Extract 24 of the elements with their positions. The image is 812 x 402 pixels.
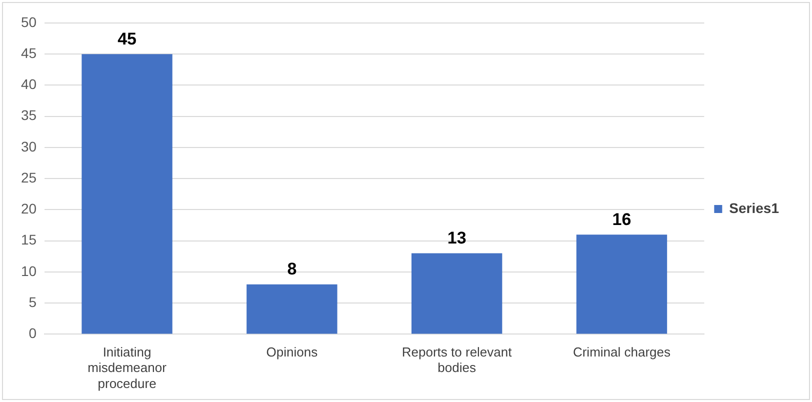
y-tick-label: 45: [20, 44, 37, 61]
y-tick-label: 5: [28, 294, 37, 310]
y-tick-label: 50: [20, 14, 37, 30]
legend-label: Series1: [729, 200, 780, 216]
y-tick-label: 30: [20, 138, 37, 154]
bar: [246, 284, 338, 334]
y-tick-label: 0: [28, 325, 37, 342]
x-tick-label: Reports to relevant bodies: [402, 344, 512, 376]
x-tick-label: Initiating misdemeanor procedure: [88, 344, 168, 391]
data-label: 45: [118, 29, 136, 48]
data-label: 8: [287, 260, 297, 279]
y-tick-label: 25: [20, 169, 37, 186]
y-tick-label: 40: [20, 76, 37, 92]
y-tick-label: 15: [20, 232, 37, 248]
bar: [576, 234, 668, 334]
data-label: 16: [612, 210, 632, 229]
x-tick-label: Opinions: [266, 344, 318, 360]
x-tick-label: Criminal charges: [572, 344, 671, 360]
bar: [82, 54, 172, 334]
y-tick-label: 10: [20, 262, 37, 279]
y-tick-label: 35: [20, 107, 37, 124]
bar: [411, 253, 502, 334]
y-tick-label: 20: [20, 200, 37, 217]
data-label: 13: [447, 228, 466, 248]
